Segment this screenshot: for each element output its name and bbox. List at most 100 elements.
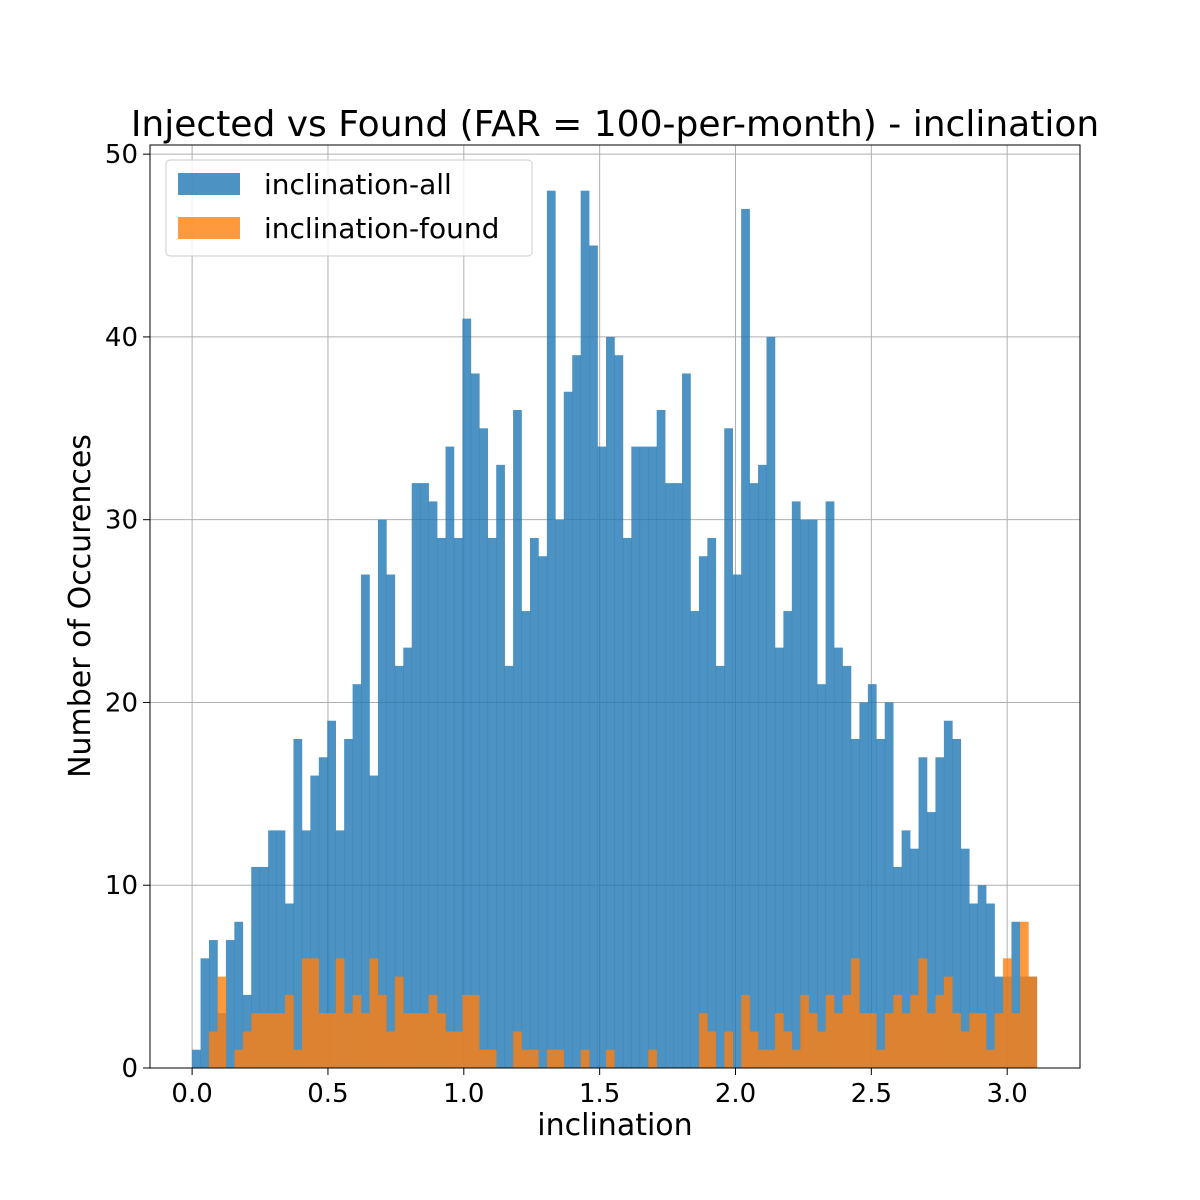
bar-inclination-all (344, 739, 353, 1068)
bar-inclination-all (622, 537, 632, 1068)
legend-label-inclination-all: inclination-all (264, 168, 452, 201)
bar-inclination-all (893, 866, 902, 1068)
bar-inclination-all (749, 483, 759, 1068)
bar-inclination-all (555, 519, 565, 1068)
bar-inclination-found (943, 976, 953, 1068)
bar-inclination-all (724, 428, 734, 1069)
bar-inclination-found (369, 958, 379, 1068)
bar-inclination-all (251, 866, 260, 1068)
bar-inclination-all (656, 410, 666, 1069)
bar-inclination-found (876, 1049, 886, 1068)
bar-inclination-found (648, 1049, 657, 1068)
bar-inclination-found (1003, 958, 1012, 1068)
bar-inclination-found (918, 958, 928, 1068)
bar-inclination-found (698, 1013, 708, 1068)
bar-inclination-found (420, 1013, 429, 1068)
legend-label-inclination-found: inclination-found (264, 212, 499, 245)
bar-inclination-all (192, 1049, 201, 1068)
bar-inclination-all (301, 830, 311, 1068)
bar-inclination-all (791, 501, 801, 1068)
bar-inclination-found (470, 994, 480, 1068)
bar-inclination-found (901, 1013, 911, 1068)
bar-inclination-all (842, 665, 852, 1068)
x-axis-ticks: 0.0 0.5 1.0 1.5 2.0 2.5 3.0 (171, 1068, 1028, 1109)
bar-inclination-found (479, 1049, 489, 1068)
bar-inclination-all (665, 483, 674, 1068)
bar-inclination-all (698, 556, 708, 1068)
bar-inclination-found (453, 1031, 463, 1068)
bar-inclination-all (318, 757, 328, 1068)
bar-inclination-all (977, 885, 987, 1068)
bar-inclination-all (758, 464, 767, 1069)
bar-inclination-all (293, 739, 303, 1068)
bar-inclination-all (935, 757, 945, 1068)
bar-inclination-found (893, 994, 902, 1068)
bar-inclination-all (774, 647, 784, 1068)
bar-inclination-found (969, 1013, 978, 1068)
bar-inclination-all (918, 757, 928, 1068)
bar-inclination-all (850, 739, 860, 1068)
bar-inclination-all (470, 373, 480, 1068)
bar-inclination-found (741, 994, 750, 1068)
bar-inclination-all (529, 537, 539, 1068)
bar-inclination-all (597, 446, 607, 1069)
x-tick-label: 1.5 (579, 1079, 620, 1109)
bar-inclination-all (606, 336, 615, 1068)
bar-inclination-all (310, 775, 320, 1068)
bar-inclination-found (251, 1013, 260, 1068)
bar-inclination-all (572, 355, 581, 1068)
series-inclination-found-bars (209, 921, 1038, 1068)
bar-inclination-found (411, 1013, 421, 1068)
bar-inclination-found (555, 1049, 565, 1068)
bar-inclination-all (926, 812, 936, 1068)
bar-inclination-all (783, 611, 793, 1068)
series-inclination-all-bars (192, 190, 1038, 1069)
bar-inclination-found (285, 994, 294, 1068)
bar-inclination-found (310, 958, 320, 1068)
bar-inclination-all (276, 830, 286, 1068)
bar-inclination-all (648, 446, 657, 1069)
bar-inclination-all (589, 245, 598, 1068)
legend: inclination-all inclination-found (165, 159, 533, 257)
y-tick-label: 40 (105, 323, 138, 353)
bar-inclination-found (724, 1031, 734, 1068)
bar-inclination-all (614, 355, 624, 1068)
bar-inclination-found (926, 1013, 936, 1068)
bar-inclination-all (800, 519, 810, 1068)
bar-inclination-all (867, 684, 877, 1068)
bar-inclination-found (1019, 921, 1029, 1068)
bar-inclination-found (994, 1013, 1004, 1068)
bar-inclination-found (335, 958, 345, 1068)
bar-inclination-all (808, 519, 818, 1068)
bar-inclination-all (285, 903, 294, 1068)
x-tick-label: 1.0 (443, 1079, 484, 1109)
bar-inclination-all (479, 428, 489, 1069)
bar-inclination-all (546, 190, 556, 1069)
bar-inclination-all (952, 739, 962, 1068)
bar-inclination-found (867, 1013, 877, 1068)
bar-inclination-found (318, 1013, 328, 1068)
bar-inclination-all (715, 665, 725, 1068)
bar-inclination-all (420, 483, 429, 1068)
bar-inclination-found (403, 1013, 413, 1068)
bar-inclination-all (631, 446, 641, 1069)
bar-inclination-found (437, 1013, 446, 1068)
bar-inclination-all (521, 611, 531, 1068)
x-tick-label: 3.0 (987, 1079, 1028, 1109)
bar-inclination-found (791, 1049, 801, 1068)
x-tick-label: 0.0 (171, 1079, 212, 1109)
bar-inclination-found (546, 1049, 556, 1068)
bar-inclination-found (1011, 1013, 1021, 1068)
bar-inclination-all (910, 848, 919, 1068)
bar-inclination-all (732, 574, 742, 1068)
y-axis-label: Number of Occurences (63, 434, 98, 778)
bar-inclination-found (352, 994, 362, 1068)
bar-inclination-all (707, 537, 717, 1068)
bar-inclination-found (783, 1031, 793, 1068)
bar-inclination-found (386, 1031, 396, 1068)
bar-inclination-all (960, 848, 970, 1068)
bar-inclination-found (242, 1031, 252, 1068)
bar-inclination-found (521, 1049, 531, 1068)
bar-inclination-found (276, 1013, 286, 1068)
